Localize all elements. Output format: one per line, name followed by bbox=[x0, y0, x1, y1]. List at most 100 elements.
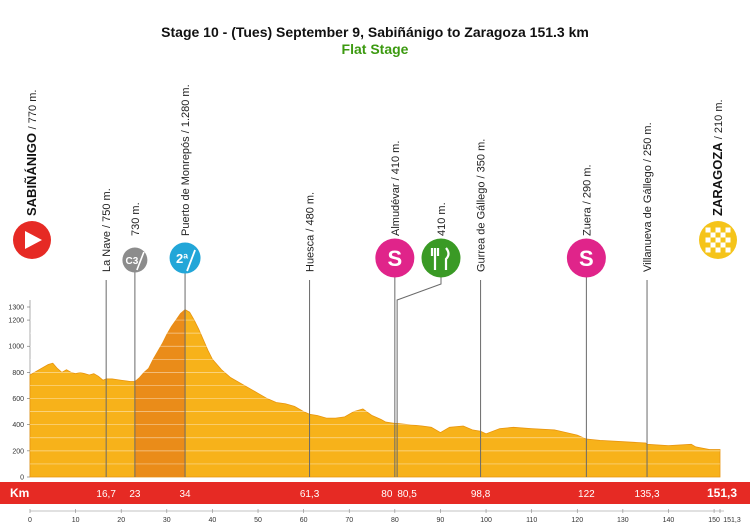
y-tick-label: 200 bbox=[12, 448, 24, 455]
sprint-icon bbox=[566, 238, 606, 278]
km-value-label: 151,3 bbox=[707, 486, 737, 500]
x-tick-label: 151,3 bbox=[723, 517, 741, 524]
checker-square bbox=[715, 237, 721, 243]
checker-square bbox=[715, 227, 721, 233]
waypoint-label: SABIÑÁNIGO / 770 m. bbox=[24, 90, 39, 216]
km-bar-label: Km bbox=[10, 486, 29, 500]
climb-section-area bbox=[134, 309, 186, 477]
x-tick-label: 0 bbox=[28, 517, 32, 524]
waypoint-label: Gurrea de Gállego / 350 m. bbox=[476, 139, 488, 272]
climb-cat3-label: C3 bbox=[125, 256, 138, 267]
checker-square bbox=[725, 227, 731, 233]
checker-square bbox=[705, 227, 711, 233]
feed-zone-icon bbox=[421, 238, 461, 278]
checker-square bbox=[720, 242, 726, 248]
x-tick-label: 100 bbox=[480, 517, 492, 524]
waypoint-altitude: / 410 m. bbox=[390, 141, 402, 181]
x-tick-label: 80 bbox=[391, 517, 399, 524]
y-tick-label: 600 bbox=[12, 396, 24, 403]
waypoint-name: La Nave bbox=[101, 228, 113, 272]
climb-slope-icon bbox=[136, 251, 145, 271]
km-value-label: 34 bbox=[179, 489, 191, 500]
checker-square bbox=[710, 242, 716, 248]
waypoint-name: Gurrea de Gállego bbox=[476, 178, 488, 272]
y-tick-label: 0 bbox=[20, 475, 24, 482]
climb-cat2-label: 2ª bbox=[176, 251, 188, 266]
waypoint-name: SABIÑÁNIGO bbox=[24, 129, 39, 216]
waypoint-name: Huesca bbox=[305, 232, 317, 272]
waypoint-label: Zuera / 290 m. bbox=[581, 164, 593, 236]
waypoint-altitude: / 350 m. bbox=[476, 139, 488, 179]
x-tick-label: 140 bbox=[663, 517, 675, 524]
waypoint-name: Almudévar bbox=[390, 180, 402, 236]
waypoint-label: Villanueva de Gállego / 250 m. bbox=[642, 122, 654, 272]
finish-checker-icon bbox=[705, 227, 731, 253]
sprint-icon-letter: S bbox=[579, 246, 594, 271]
waypoint-altitude: / 210 m. bbox=[713, 99, 725, 139]
waypoint-label: Puerto de Monrepós / 1.280 m. bbox=[180, 84, 192, 236]
x-tick-label: 120 bbox=[571, 517, 583, 524]
chart-title: Stage 10 - (Tues) September 9, Sabiñánig… bbox=[161, 24, 589, 40]
checker-square bbox=[705, 247, 711, 253]
waypoint-altitude: / 750 m. bbox=[101, 188, 113, 228]
waypoint-altitude: / 250 m. bbox=[642, 122, 654, 162]
x-tick-label: 20 bbox=[117, 517, 125, 524]
feed-zone-connector bbox=[396, 271, 442, 477]
x-tick-label: 130 bbox=[617, 517, 629, 524]
climb-slope-icon bbox=[186, 249, 196, 272]
km-value-label: 61,3 bbox=[300, 489, 320, 500]
waypoint-label: 730 m. bbox=[130, 202, 142, 236]
km-value-label: 98,8 bbox=[471, 489, 491, 500]
checker-square bbox=[725, 237, 731, 243]
waypoint-altitude: / 290 m. bbox=[581, 164, 593, 204]
km-value-label: 80 bbox=[381, 489, 393, 500]
waypoint-label: La Nave / 750 m. bbox=[101, 188, 113, 272]
x-tick-label: 40 bbox=[209, 517, 217, 524]
checker-square bbox=[725, 247, 731, 253]
sprint-icon-letter: S bbox=[387, 246, 402, 271]
x-tick-label: 10 bbox=[72, 517, 80, 524]
checker-square bbox=[705, 237, 711, 243]
climb-cat3-icon bbox=[122, 247, 148, 273]
x-tick-label: 50 bbox=[254, 517, 262, 524]
elevation-area bbox=[29, 309, 721, 478]
waypoint-name: Puerto de Monrepós bbox=[180, 133, 192, 236]
y-tick-label: 400 bbox=[12, 422, 24, 429]
waypoint-label: 410 m. bbox=[436, 202, 448, 236]
y-tick-label: 1000 bbox=[8, 344, 24, 351]
checker-square bbox=[720, 232, 726, 238]
waypoint-altitude: 410 m. bbox=[436, 202, 448, 236]
km-value-label: 16,7 bbox=[96, 489, 116, 500]
sprint-icon bbox=[375, 238, 415, 278]
km-value-label: 135,3 bbox=[635, 489, 660, 500]
y-tick-label: 1300 bbox=[8, 305, 24, 312]
checker-square bbox=[715, 247, 721, 253]
y-tick-label: 800 bbox=[12, 370, 24, 377]
fork-knife-icon bbox=[430, 247, 450, 270]
checker-square bbox=[710, 232, 716, 238]
chart-subtitle: Flat Stage bbox=[341, 41, 409, 57]
waypoint-altitude: / 770 m. bbox=[27, 90, 39, 130]
km-value-label: 80,5 bbox=[397, 489, 417, 500]
x-tick-label: 70 bbox=[345, 517, 353, 524]
waypoint-label: Almudévar / 410 m. bbox=[390, 141, 402, 236]
waypoint-name: ZARAGOZA bbox=[710, 139, 725, 216]
km-value-label: 122 bbox=[578, 489, 595, 500]
km-value-label: 23 bbox=[129, 489, 141, 500]
x-tick-label: 150 bbox=[708, 517, 720, 524]
km-bar bbox=[0, 482, 750, 504]
waypoint-label: ZARAGOZA / 210 m. bbox=[710, 99, 725, 216]
climb-cat2-icon bbox=[169, 242, 201, 274]
waypoint-altitude: / 480 m. bbox=[305, 192, 317, 232]
x-tick-label: 30 bbox=[163, 517, 171, 524]
x-tick-label: 110 bbox=[526, 517, 537, 524]
waypoint-name: Zuera bbox=[581, 204, 593, 236]
y-tick-label: 1200 bbox=[8, 318, 24, 325]
x-tick-label: 60 bbox=[300, 517, 308, 524]
waypoint-name: Villanueva de Gállego bbox=[642, 162, 654, 272]
start-arrow-icon bbox=[25, 231, 42, 249]
waypoint-label: Huesca / 480 m. bbox=[305, 192, 317, 272]
x-tick-label: 90 bbox=[437, 517, 445, 524]
waypoint-altitude: 730 m. bbox=[130, 202, 142, 236]
